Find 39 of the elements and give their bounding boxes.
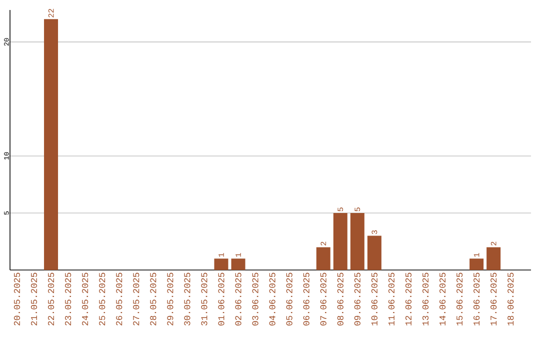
x-tick-label: 22.05.2025 [48, 272, 54, 326]
bar [367, 236, 382, 270]
x-tick-label: 26.05.2025 [116, 272, 122, 326]
x-tick-label: 15.06.2025 [456, 272, 463, 326]
bar [44, 19, 58, 270]
x-tick-label: 04.06.2025 [269, 272, 276, 326]
x-tick-label: 02.06.2025 [235, 272, 242, 326]
bar [350, 212, 364, 270]
bar [486, 247, 501, 270]
x-tick-label: 07.06.2025 [320, 272, 326, 326]
x-tick-label: 13.06.2025 [422, 272, 429, 326]
x-tick-label: 30.05.2025 [184, 272, 190, 326]
bar [316, 247, 330, 270]
x-tick-label: 03.06.2025 [252, 272, 258, 326]
x-tick-label: 12.06.2025 [405, 272, 412, 326]
x-tick-label: 08.06.2025 [337, 272, 344, 326]
bar [470, 258, 484, 270]
x-tick-label: 24.05.2025 [82, 272, 88, 326]
x-tick-label: 28.05.2025 [150, 272, 156, 326]
x-tick-label: 27.05.2025 [133, 272, 140, 326]
x-tick-label: 16.06.2025 [473, 272, 480, 326]
bar [333, 212, 348, 270]
x-tick-label: 05.06.2025 [286, 272, 292, 326]
x-tick-label: 14.06.2025 [439, 272, 446, 326]
x-tick-label: 10.06.2025 [371, 272, 378, 326]
x-tick-label: 23.05.2025 [64, 272, 72, 326]
x-tick-label: 29.05.2025 [167, 272, 174, 326]
x-tick-label: 21.05.2025 [30, 272, 38, 326]
x-tick-label: 31.05.2025 [201, 272, 208, 326]
x-tick-label: 11.06.2025 [388, 272, 394, 326]
x-tick-label: 25.05.2025 [99, 272, 106, 326]
bar [214, 258, 228, 270]
x-tick-label: 20.05.2025 [14, 272, 20, 326]
x-tick-label: 18.06.2025 [508, 272, 514, 326]
x-tick-label: 17.06.2025 [490, 272, 497, 326]
x-tick-label: 06.06.2025 [303, 272, 310, 326]
x-tick-label: 01.06.2025 [218, 272, 224, 326]
bar [231, 258, 246, 270]
x-tick-label: 09.06.2025 [354, 272, 360, 326]
